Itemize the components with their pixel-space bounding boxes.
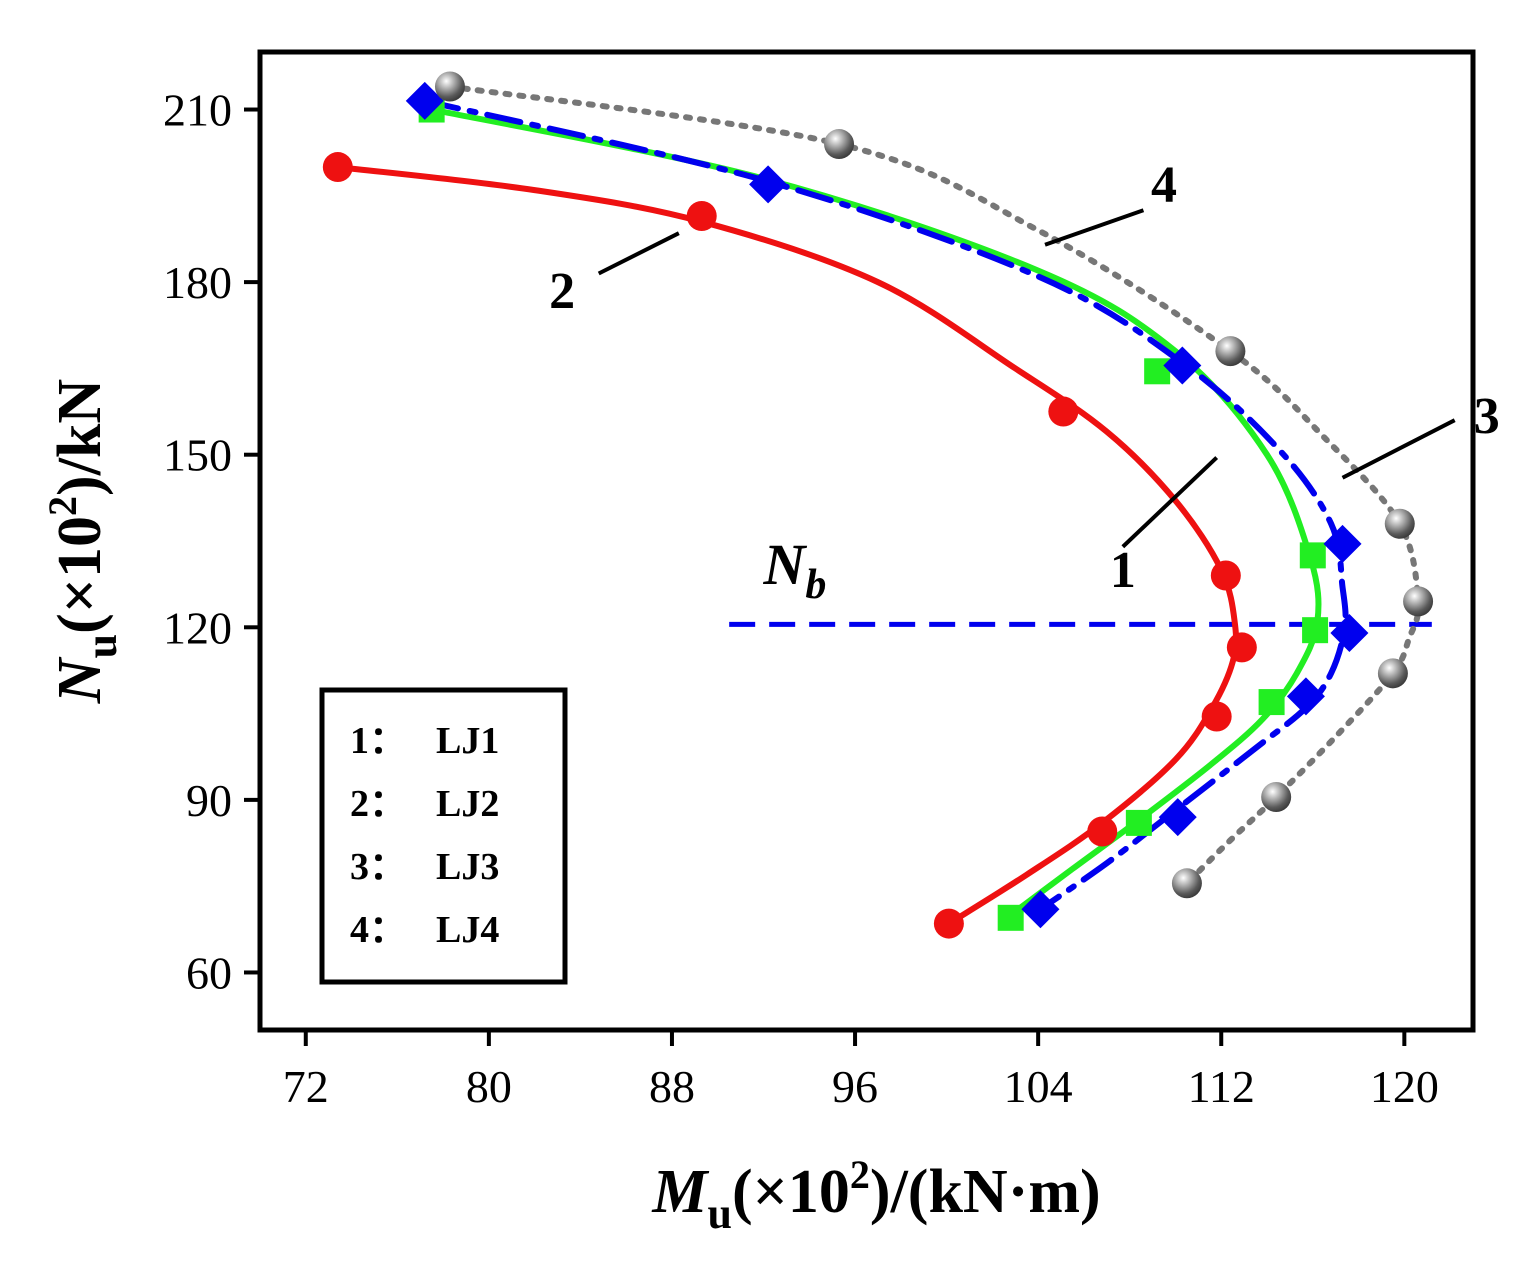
- series-3-point-2: [1163, 346, 1202, 385]
- x-tick-label-96: 96: [832, 1061, 878, 1112]
- annotation-layer: 1 2 3 4: [549, 157, 1500, 599]
- legend-box: [319, 687, 568, 985]
- series-3-point-1: [749, 165, 788, 204]
- legend: 1： LJ1 2： LJ2 3： LJ3 4： LJ4: [319, 687, 568, 985]
- series-2-point-1: [686, 200, 717, 231]
- annotation-4-label: 4: [1151, 157, 1177, 214]
- series-1-point-5: [1125, 809, 1152, 836]
- series-3-point-6: [1158, 798, 1197, 837]
- series-4-point-3: [1384, 508, 1415, 539]
- series-3-point-5: [1286, 677, 1325, 716]
- y-tick-label-90: 90: [186, 775, 232, 826]
- annotation-1-label: 1: [1110, 542, 1136, 599]
- nb-label: Nb: [763, 532, 827, 608]
- series-1-point-1: [1144, 358, 1171, 385]
- series-4-point-4: [1403, 586, 1434, 617]
- series-1-point-4: [1258, 689, 1285, 716]
- series-4-point-6: [1261, 782, 1292, 813]
- series-2-point-5: [1201, 701, 1232, 732]
- x-axis-title: Mu(×102)/(kN·m): [651, 1152, 1100, 1238]
- y-tick-label-180: 180: [163, 257, 232, 308]
- series-2-point-6: [1087, 816, 1118, 847]
- axis-layer: 72 80 88 96 104 112 120 60 90 120 150 180 210 Mu(×102…: [40, 49, 1476, 1238]
- series-4-point-7: [1171, 868, 1202, 899]
- legend-label-lj1: LJ1: [436, 720, 499, 762]
- series-2-curve: [334, 164, 1240, 927]
- series-2-point-7: [933, 908, 964, 939]
- legend-key-4: 4：: [350, 909, 407, 951]
- annotation-3-leader: [1341, 418, 1456, 480]
- y-tick-label-120: 120: [163, 602, 232, 653]
- legend-key-1: 1：: [350, 720, 407, 762]
- series-1-point-6: [997, 904, 1024, 931]
- series-4-point-5: [1377, 658, 1408, 689]
- annotation-3-label: 3: [1474, 388, 1500, 445]
- x-tick-label-112: 112: [1188, 1061, 1255, 1112]
- annotation-1-leader: [1121, 456, 1219, 549]
- marker-layer: [322, 71, 1434, 939]
- series-2-point-4: [1226, 632, 1257, 663]
- series-1-point-2: [1299, 542, 1326, 569]
- series-1-point-3: [1302, 617, 1329, 644]
- series-4-curve: [447, 83, 1422, 887]
- x-tick-label-72: 72: [283, 1061, 329, 1112]
- series-3-point-3: [1323, 524, 1362, 563]
- legend-key-2: 2：: [350, 783, 407, 825]
- series-2-point-3: [1210, 560, 1241, 591]
- series-3-point-7: [1021, 890, 1060, 929]
- series-4-point-2: [1215, 336, 1246, 367]
- y-tick-label-60: 60: [186, 947, 232, 998]
- annotation-2-label: 2: [549, 263, 575, 320]
- x-tick-label-88: 88: [649, 1061, 695, 1112]
- legend-key-3: 3：: [350, 846, 407, 888]
- series-3-point-4: [1330, 614, 1369, 653]
- legend-label-lj4: LJ4: [436, 909, 499, 951]
- y-tick-label-150: 150: [163, 430, 232, 481]
- x-tick-label-104: 104: [1004, 1061, 1073, 1112]
- x-tick-label-120: 120: [1370, 1061, 1439, 1112]
- series-4-point-1: [824, 129, 855, 160]
- x-tick-label-80: 80: [466, 1061, 512, 1112]
- series-3-point-0: [405, 81, 444, 120]
- annotation-2-leader: [597, 231, 680, 276]
- series-4-point-0: [434, 71, 465, 102]
- y-axis-title: Nu(×102)/kN: [40, 379, 126, 704]
- legend-label-lj2: LJ2: [436, 783, 499, 825]
- annotation-4-leader: [1044, 208, 1145, 247]
- y-tick-label-210: 210: [163, 85, 232, 136]
- plot-frame: [257, 49, 1476, 1033]
- legend-label-lj3: LJ3: [436, 846, 499, 888]
- curve-layer: [334, 83, 1422, 927]
- series-2-point-0: [322, 152, 353, 183]
- series-2-point-2: [1048, 396, 1079, 427]
